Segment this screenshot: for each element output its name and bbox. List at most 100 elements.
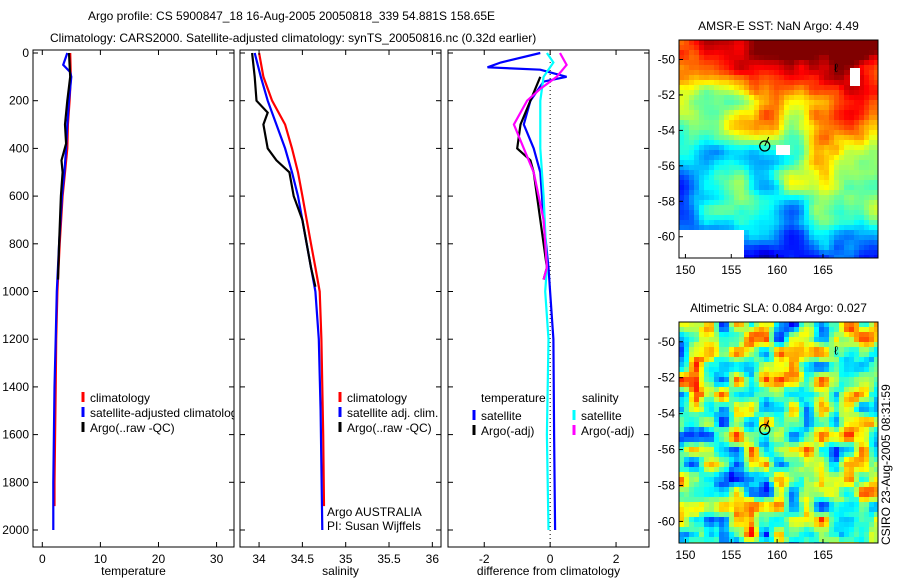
profile-panel-2: 34 34.5 35 35.5 36salinityclimatologysatelli… [239, 49, 442, 578]
map-cell [814, 95, 819, 100]
map-cell [834, 225, 839, 230]
map-cell [814, 342, 819, 347]
map-cell [764, 332, 769, 337]
map-cell [869, 145, 874, 150]
map-cell [839, 205, 844, 210]
map-cell [679, 105, 684, 110]
map-cell [679, 427, 684, 432]
map-cell [684, 200, 689, 205]
map-cell [804, 417, 809, 422]
map-cell [829, 220, 834, 225]
map-cell [874, 402, 878, 407]
map-cell [754, 85, 759, 90]
map-cell [824, 65, 829, 70]
map-cell [764, 40, 769, 45]
map-cell [679, 185, 684, 190]
map-cell [799, 337, 804, 342]
map-cell [859, 145, 864, 150]
map-cell [874, 230, 878, 235]
map-cell [749, 372, 754, 377]
map-cell [744, 45, 749, 50]
map-cell [814, 347, 819, 352]
map-cell [799, 347, 804, 352]
map-cell [684, 527, 689, 532]
map-cell [769, 150, 774, 155]
map-cell [714, 210, 719, 215]
map-cell [709, 215, 714, 220]
map-cell [824, 537, 829, 542]
map-cell [739, 527, 744, 532]
map-cell [679, 205, 684, 210]
map-cell [699, 40, 704, 45]
map-cell [829, 50, 834, 55]
map-cell [824, 337, 829, 342]
map-cell [869, 332, 874, 337]
map-cell [834, 215, 839, 220]
map-cell [834, 357, 839, 362]
map-cell [814, 477, 819, 482]
map-cell [769, 467, 774, 472]
map-cell [699, 115, 704, 120]
map-cell [824, 352, 829, 357]
map-cell [839, 477, 844, 482]
map-cell [759, 235, 764, 240]
map-cell [764, 527, 769, 532]
map-cell [784, 442, 789, 447]
map-cell [849, 155, 854, 160]
map-cell [839, 230, 844, 235]
map-cell [769, 50, 774, 55]
map-cell [874, 210, 878, 215]
map-cell [739, 327, 744, 332]
map-cell [849, 522, 854, 527]
map-cell [859, 110, 864, 115]
map-cell [694, 80, 699, 85]
map-cell [779, 467, 784, 472]
map-cell [789, 357, 794, 362]
map-cell [834, 90, 839, 95]
map-cell [864, 517, 869, 522]
map-cell [719, 407, 724, 412]
map-cell [679, 155, 684, 160]
map-cell [849, 250, 854, 255]
map-cell [849, 215, 854, 220]
map-cell [754, 452, 759, 457]
map-cell [854, 422, 859, 427]
map-cell [764, 322, 769, 327]
map-cell [714, 367, 719, 372]
map-cell [774, 115, 779, 120]
map-cell [714, 392, 719, 397]
map-cell [854, 472, 859, 477]
map-cell [749, 200, 754, 205]
y-tick-label: 1800 [2, 475, 29, 489]
map-cell [704, 110, 709, 115]
map-cell [864, 215, 869, 220]
map-glyph: ℓ [834, 61, 838, 75]
map-cell [864, 220, 869, 225]
map-cell [774, 55, 779, 60]
map-cell [814, 432, 819, 437]
map-cell [804, 387, 809, 392]
map-cell [784, 372, 789, 377]
map-cell [699, 362, 704, 367]
map-cell [754, 337, 759, 342]
title-line-2: Climatology: CARS2000. Satellite-adjuste… [50, 31, 536, 45]
map-cell [784, 352, 789, 357]
map-cell [804, 140, 809, 145]
map-cell [709, 50, 714, 55]
map-cell [844, 60, 849, 65]
map-cell [794, 135, 799, 140]
map-cell [799, 125, 804, 130]
map-cell [804, 437, 809, 442]
map-cell [869, 352, 874, 357]
series-line-salinity-satellite [539, 52, 555, 531]
map-cell [854, 497, 859, 502]
map-cell [774, 502, 779, 507]
map-cell [849, 467, 854, 472]
map-cell [824, 347, 829, 352]
map-cell [784, 432, 789, 437]
map-cell [809, 40, 814, 45]
map-cell [779, 407, 784, 412]
map-cell [859, 200, 864, 205]
map-cell [759, 447, 764, 452]
map-cell [684, 352, 689, 357]
